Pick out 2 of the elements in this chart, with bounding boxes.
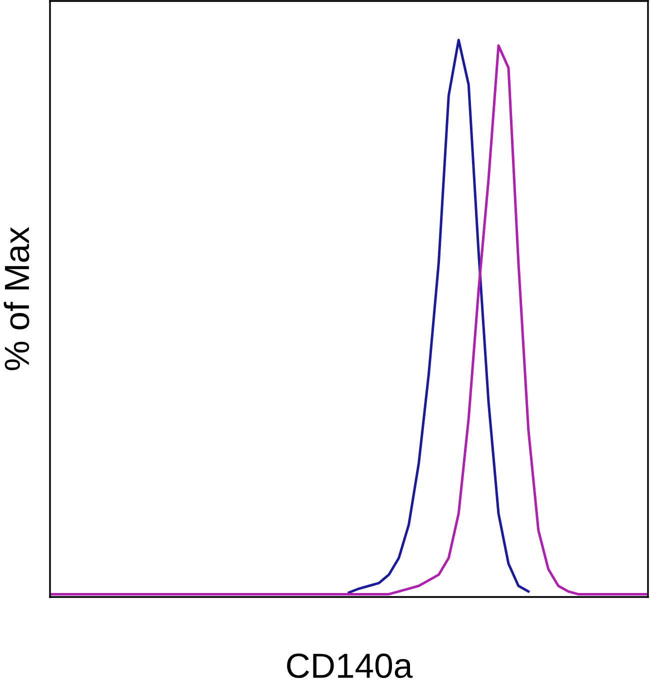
y-axis-title: % of Max [4, 227, 30, 370]
x-axis-title: CD140a [287, 653, 413, 678]
